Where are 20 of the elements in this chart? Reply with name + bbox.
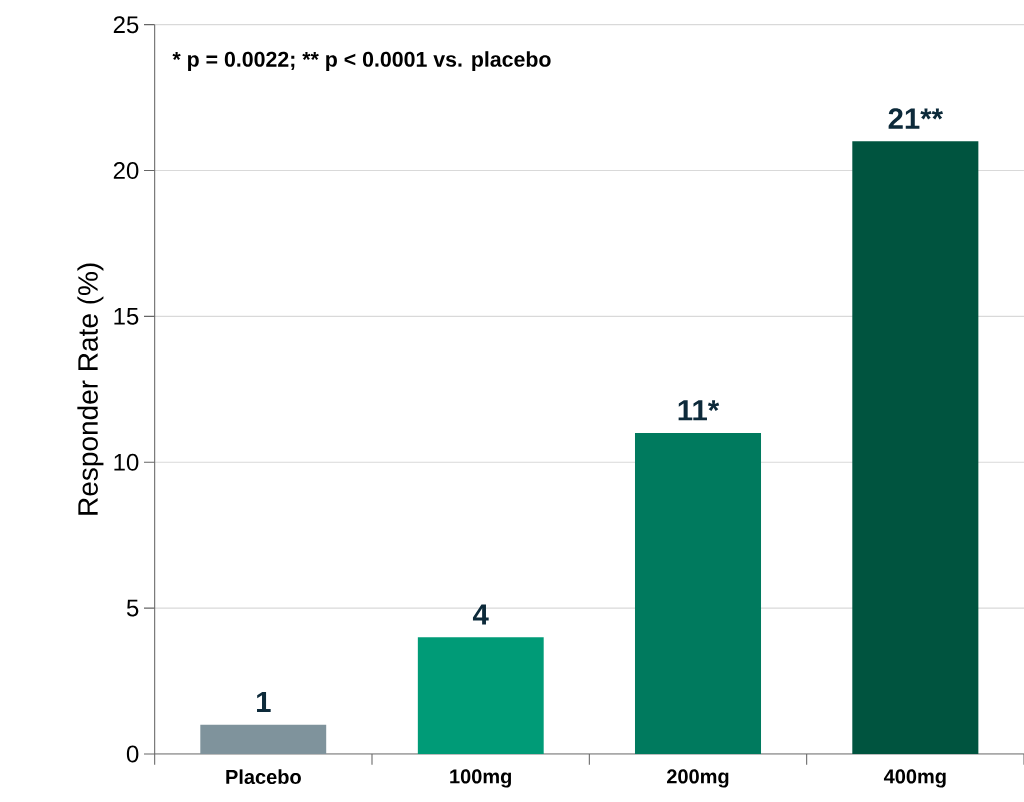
x-tick-label: 400mg xyxy=(883,769,946,788)
bar xyxy=(200,724,327,754)
data-label: 11* xyxy=(678,400,720,421)
data-label: 1 xyxy=(257,691,271,713)
x-tick-label: Placebo xyxy=(226,769,301,785)
bar xyxy=(417,637,544,754)
data-label: 4 xyxy=(472,604,489,625)
y-tick-label: 5 xyxy=(126,599,139,617)
bar xyxy=(852,141,979,754)
x-tick-label: 200mg xyxy=(667,769,729,788)
y-tick-label: 15 xyxy=(114,308,139,325)
y-tick-label: 20 xyxy=(113,162,139,180)
y-tick-label: 10 xyxy=(114,453,139,471)
x-tick-label: 100mg xyxy=(450,769,511,788)
y-axis-title: Responder Rate (%) xyxy=(77,263,104,515)
y-tick-label: 0 xyxy=(126,745,139,763)
y-tick-label: 25 xyxy=(113,16,139,34)
annotation: * p = 0.0022; ** p < 0.0001 vs. placebo xyxy=(172,51,551,72)
data-label: 21** xyxy=(888,108,944,129)
bar xyxy=(634,433,762,754)
